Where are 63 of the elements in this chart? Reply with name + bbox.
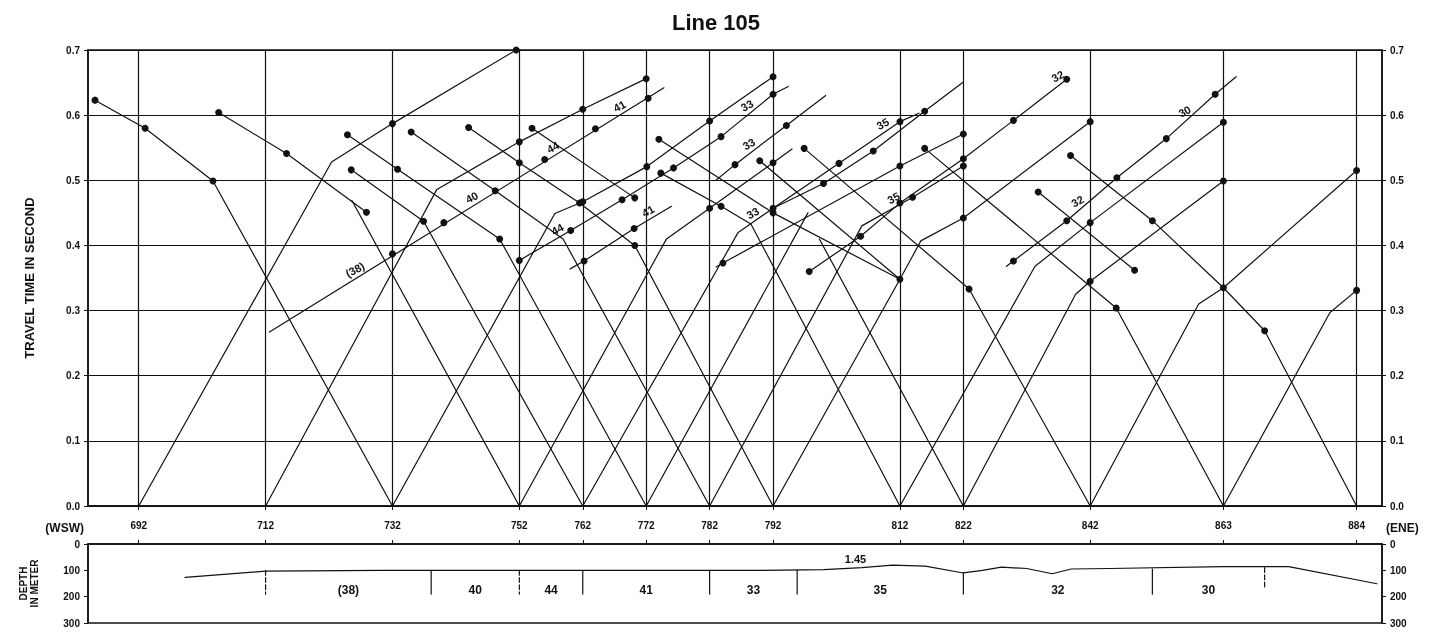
y-tick-label: 0.7 xyxy=(66,44,81,56)
y2-tick-label: 0.0 xyxy=(1390,500,1405,512)
x-tick-label: 822 xyxy=(955,519,973,531)
annotation: 35 xyxy=(873,582,888,597)
x-tick-label: 863 xyxy=(1215,519,1233,531)
annotation: 33 xyxy=(744,204,761,222)
annotation: 44 xyxy=(549,220,567,238)
y2-tick-label: 300 xyxy=(1390,617,1408,629)
y2-tick-label: 0.4 xyxy=(1390,239,1405,251)
y2-tick-label: 0 xyxy=(1390,538,1396,550)
x-tick-label: 792 xyxy=(764,519,782,531)
y-tick-label: 100 xyxy=(63,564,81,576)
y2-tick-label: 0.2 xyxy=(1390,370,1405,382)
x-tick-label: 772 xyxy=(637,519,655,531)
text: (WSW) xyxy=(45,521,84,535)
y2-tick-label: 0.5 xyxy=(1390,174,1405,186)
x-tick-label: 762 xyxy=(574,519,592,531)
annotation: 40 xyxy=(463,189,480,206)
text: (ENE) xyxy=(1386,521,1419,535)
y-tick-label: 0.0 xyxy=(66,500,81,512)
y-tick-label: 0.3 xyxy=(66,305,81,317)
x-tick-label: 884 xyxy=(1348,519,1366,531)
annotation: 41 xyxy=(611,97,628,115)
annotation: 41 xyxy=(639,582,654,597)
annotation: 40 xyxy=(468,582,483,597)
x-tick-label: 842 xyxy=(1081,519,1099,531)
y-tick-label: 0.6 xyxy=(66,109,81,121)
y-tick-label: 0.1 xyxy=(66,435,81,447)
annotation: 35 xyxy=(885,189,902,207)
x-tick-label: 712 xyxy=(257,519,275,531)
annotation: 1.45 xyxy=(844,552,867,565)
y-tick-label: 0.2 xyxy=(66,370,81,382)
annotation: 33 xyxy=(740,135,758,153)
annotation: 30 xyxy=(1201,582,1216,597)
y-tick-label: 0 xyxy=(74,538,81,550)
annotation: 35 xyxy=(874,115,892,132)
annotation: (38) xyxy=(343,259,367,280)
y2-tick-label: 0.6 xyxy=(1390,109,1405,121)
y2-tick-label: 0.1 xyxy=(1390,435,1405,447)
x-tick-label: 732 xyxy=(384,519,402,531)
y2-tick-label: 0.3 xyxy=(1390,305,1405,317)
annotation: 44 xyxy=(544,582,559,597)
y2-tick-label: 0.7 xyxy=(1390,44,1405,56)
y-tick-label: 0.4 xyxy=(66,239,81,251)
annotation: 32 xyxy=(1049,68,1067,85)
x-tick-label: 782 xyxy=(701,519,719,531)
annotation: 33 xyxy=(738,97,756,114)
annotation: 32 xyxy=(1069,193,1086,210)
y-tick-label: 300 xyxy=(63,617,81,629)
x-tick-label: 752 xyxy=(510,519,529,531)
x-tick-label: 692 xyxy=(130,519,148,531)
y2-tick-label: 100 xyxy=(1390,564,1408,576)
y2-tick-label: 200 xyxy=(1390,591,1408,603)
annotation: 44 xyxy=(544,138,562,156)
chart-title: Line 105 xyxy=(671,9,761,35)
x-tick-label: 812 xyxy=(891,519,909,531)
y-tick-label: 200 xyxy=(63,591,81,603)
y-axis-title: TRAVEL TIME IN SECOND xyxy=(21,197,37,359)
annotation: 32 xyxy=(1051,582,1065,597)
annotation: (38) xyxy=(337,582,360,597)
y-tick-label: 0.5 xyxy=(66,174,81,186)
annotation: 33 xyxy=(746,582,761,597)
y-axis-title: DEPTH IN METER xyxy=(18,558,40,608)
